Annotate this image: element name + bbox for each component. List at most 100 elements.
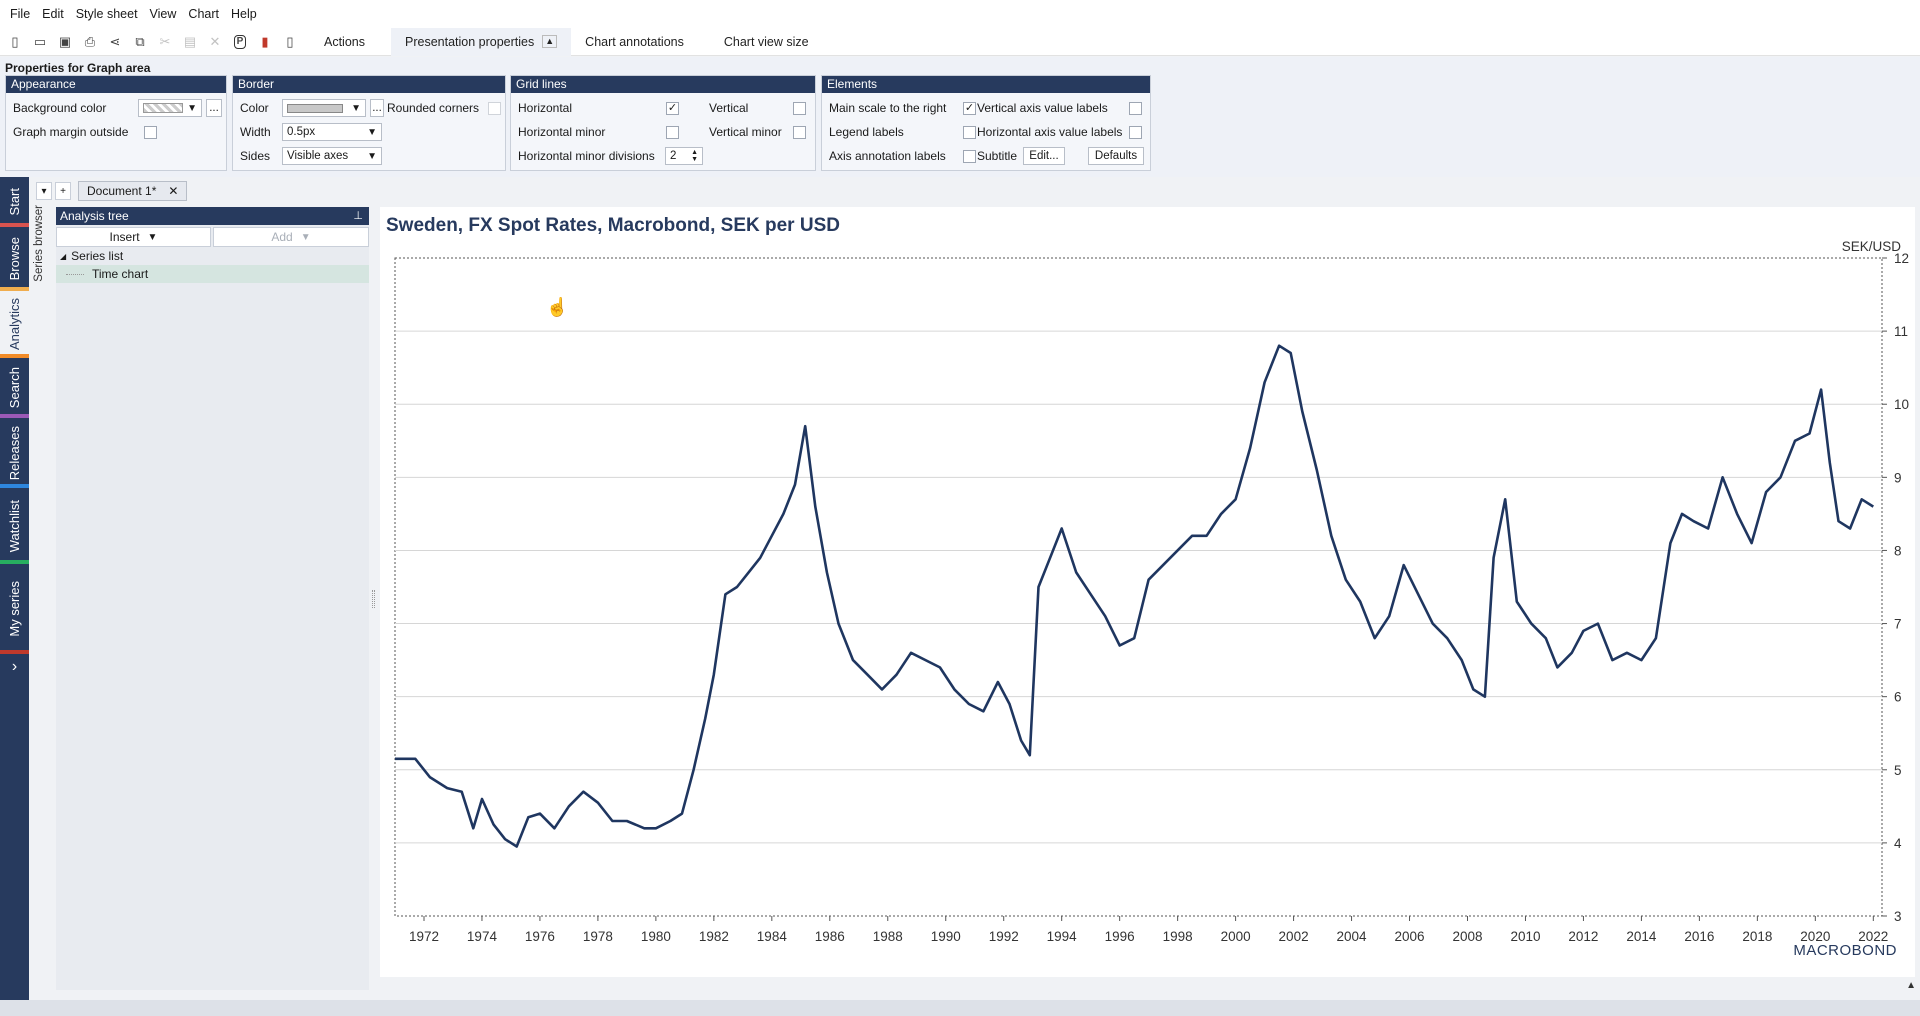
menu-help[interactable]: Help [231,7,257,21]
menu-style-sheet[interactable]: Style sheet [75,7,138,21]
tree-buttons: Insert ▼ Add ▼ [56,227,369,247]
border-color-dropdown[interactable]: ▼ [282,99,366,117]
chevron-down-icon: ▼ [367,150,377,162]
tree-connector [66,273,84,275]
properties-title: Properties for Graph area [5,61,151,75]
presentation-icon[interactable]: P [229,31,251,53]
haxis-labels-checkbox[interactable] [1129,126,1142,139]
legend-labels-checkbox[interactable] [963,126,976,139]
y-tick-label: 10 [1894,397,1909,412]
graph-margin-label: Graph margin outside [13,125,129,139]
subtitle-edit-button[interactable]: Edit... [1023,147,1065,165]
border-width-value: 0.5px [287,126,316,138]
new-tab-button[interactable]: + [55,182,71,200]
rail-item-label: Start [7,188,22,216]
y-tick-label: 7 [1894,617,1902,632]
rail-accent-bar [0,560,29,564]
paste-icon[interactable]: ▤ [183,33,197,49]
series-browser-tab[interactable]: Series browser [29,205,51,285]
document-tab-label: Document 1* [87,184,157,198]
bg-color-more-button[interactable]: ... [206,99,222,117]
menu-file[interactable]: File [10,7,31,21]
rail-item-analytics[interactable]: Analytics [0,291,29,358]
save-icon[interactable]: ▣ [58,33,72,49]
bg-color-label: Background color [13,101,107,115]
y-tick-label: 12 [1894,251,1909,266]
document-tabs: ▾ + Document 1* ✕ [36,180,188,202]
copy-icon[interactable]: ⧉ [135,33,145,49]
tab-chart-view-size[interactable]: Chart view size [723,34,809,49]
rail-expand-icon[interactable]: › [11,658,18,675]
tree-node-series-list[interactable]: ◢ Series list [60,249,124,263]
share-icon[interactable]: ⋖ [109,33,121,49]
rail-item-start[interactable]: Start [0,177,29,227]
tab-actions[interactable]: Actions [324,34,365,49]
pin-icon[interactable]: ⊥ [353,210,363,222]
tab-list-button[interactable]: ▾ [36,182,52,200]
bg-color-dropdown[interactable]: ▼ [138,99,202,117]
tree-node-time-chart[interactable]: Time chart [56,265,369,283]
minor-divisions-stepper[interactable]: 2 ▲ ▼ [665,147,703,165]
tab-presentation-properties[interactable]: Presentation properties ▲ [391,27,572,56]
rail-item-search[interactable]: Search [0,358,29,418]
analysis-tree-title: Analysis tree [60,209,129,223]
print-icon[interactable]: ⎙ [84,33,96,49]
axis-annotation-checkbox[interactable] [963,150,976,163]
border-sides-value: Visible axes [287,150,349,162]
cut-icon[interactable]: ✂ [159,33,171,49]
new-icon[interactable]: ▯ [11,33,19,49]
tab-document-1[interactable]: Document 1* ✕ [78,181,188,201]
chart-icon[interactable]: ▮ [261,33,269,49]
main-scale-checkbox[interactable]: ✓ [963,102,976,115]
collapse-icon[interactable]: ▲ [542,35,558,48]
rail-accent-bar [0,484,29,488]
y-tick-label: 11 [1894,324,1908,339]
chevron-down-icon: ▼ [147,231,158,243]
vertical-minor-checkbox[interactable] [793,126,806,139]
border-color-more-button[interactable]: ... [370,99,384,117]
delete-icon[interactable]: ✕ [209,33,221,49]
panel-splitter[interactable] [372,590,375,608]
rail-item-releases[interactable]: Releases [0,418,29,488]
gridlines [395,330,1882,844]
appearance-group: Appearance Background color ▼ ... Graph … [5,75,227,171]
chart-panel: Sweden, FX Spot Rates, Macrobond, SEK pe… [380,207,1915,977]
border-sides-dropdown[interactable]: Visible axes ▼ [282,147,382,165]
insert-button[interactable]: Insert ▼ [56,227,211,247]
horizontal-minor-checkbox[interactable] [666,126,679,139]
border-width-dropdown[interactable]: 0.5px ▼ [282,123,382,141]
rail-item-watchlist[interactable]: Watchlist [0,488,29,564]
close-icon[interactable]: ✕ [168,184,179,198]
scroll-up-icon[interactable]: ▲ [1906,980,1916,991]
menu-view[interactable]: View [149,7,177,21]
horizontal-label: Horizontal [518,101,573,115]
x-tick-label: 2000 [1221,929,1251,944]
tab-chart-annotations[interactable]: Chart annotations [585,34,684,49]
y-tick-label: 4 [1894,836,1902,851]
properties-panel: Properties for Graph area Appearance Bac… [0,57,1920,177]
rail-item-my-series[interactable]: My series [0,564,29,654]
defaults-button[interactable]: Defaults [1088,147,1144,165]
left-rail: Start Browse Analytics Search Releases Watchl… [0,177,29,1000]
x-tick-label: 2012 [1568,929,1598,944]
vaxis-labels-label: Vertical axis value labels [977,101,1108,115]
chevron-down-icon: ▼ [367,126,377,138]
rounded-corners-checkbox[interactable] [488,102,501,115]
add-button[interactable]: Add ▼ [213,227,369,247]
vertical-checkbox[interactable] [793,102,806,115]
menu-edit[interactable]: Edit [42,7,64,21]
stepper-arrows-icon[interactable]: ▲ ▼ [691,149,698,163]
rail-item-browse[interactable]: Browse [0,227,29,291]
horizontal-checkbox[interactable]: ✓ [666,102,679,115]
expand-triangle-icon[interactable]: ◢ [60,251,67,261]
analysis-tree-panel: Analysis tree ⊥ Insert ▼ Add ▼ ◢ Series lis… [56,207,369,990]
menu-chart[interactable]: Chart [188,7,219,21]
vaxis-labels-checkbox[interactable] [1129,102,1142,115]
open-icon[interactable]: ▭ [33,33,47,49]
horizontal-minor-divisions-label: Horizontal minor divisions [518,149,655,163]
rail-item-label: My series [7,581,22,637]
graph-margin-checkbox[interactable] [144,126,157,139]
ruler-icon[interactable]: ▯ [286,33,294,49]
horizontal-minor-label: Horizontal minor [518,125,606,139]
subtitle-label: Subtitle [977,149,1018,163]
